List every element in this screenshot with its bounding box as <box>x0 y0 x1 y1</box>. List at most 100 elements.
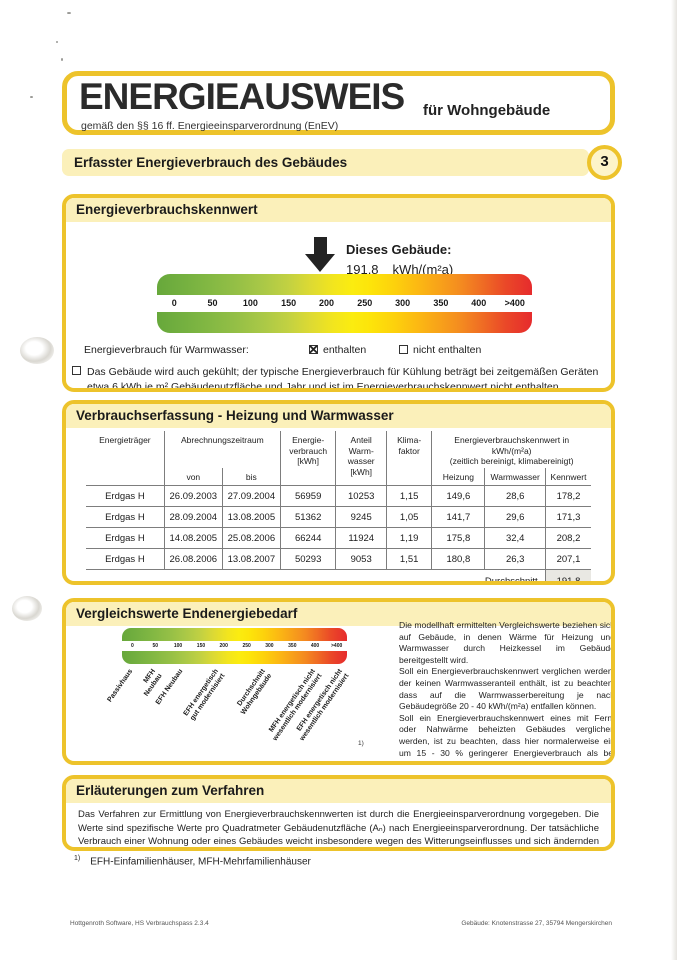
scale-tick-strip: 0 50 100 150 200 250 300 350 400 >400 <box>122 641 347 651</box>
comparison-note-text: Die modellhaft ermittelten Vergleichswer… <box>399 620 615 761</box>
scan-page-edge <box>671 0 677 960</box>
panel-erlaeuterungen: Erläuterungen zum Verfahren Das Verfahre… <box>62 775 615 851</box>
table-row: Erdgas H 28.09.2004 13.08.2005 51362 924… <box>86 506 591 528</box>
empty-cell <box>86 570 485 582</box>
footnote-marker: 1) <box>358 740 364 747</box>
scale-gradient-top <box>122 628 347 641</box>
col-abrechnungszeitraum: Abrechnungszeitraum <box>163 431 281 468</box>
cooling-row: Das Gebäude wird auch gekühlt; der typis… <box>72 365 611 392</box>
scale-tick: 150 <box>281 298 297 308</box>
cell-kennwert: 178,2 <box>544 485 591 507</box>
cell-traeger: Erdgas H <box>86 548 165 570</box>
cell-heizung: 149,6 <box>431 485 486 507</box>
cell-klima: 1,05 <box>385 506 433 528</box>
scale-tick: 300 <box>395 298 411 308</box>
cell-bis: 27.09.2004 <box>221 485 281 507</box>
cell-anteil: 10253 <box>335 485 387 507</box>
panel-verbrauchserfassung: Verbrauchserfassung - Heizung und Warmwa… <box>62 400 615 585</box>
comparison-label: Durchschnitt Wohngebäude <box>236 668 274 716</box>
cell-anteil: 9245 <box>335 506 387 528</box>
comparison-label: EFH energetisch gut modernisiert <box>182 668 227 722</box>
checkbox-checked-icon[interactable] <box>308 342 319 358</box>
scale-tick-strip: 0 50 100 150 200 250 300 350 400 >400 <box>157 295 532 312</box>
page-number-badge: 3 <box>587 145 622 180</box>
cooling-checkbox-icon[interactable] <box>72 366 81 375</box>
col-energieverbrauch: Energie- verbrauch [kWh] <box>279 431 337 486</box>
cell-heizung: 175,8 <box>431 527 486 549</box>
cell-kennwert: 208,2 <box>544 527 591 549</box>
certificate-title: ENERGIEAUSWEIS <box>79 76 405 117</box>
arrow-head <box>305 254 335 272</box>
building-unit: kWh/(m²a) <box>392 262 454 277</box>
title-box: ENERGIEAUSWEIS für Wohngebäude gemäß den… <box>62 71 615 135</box>
scale-tick: >400 <box>504 298 525 308</box>
building-value-line: 191,8 kWh/(m²a) <box>346 262 453 277</box>
col-energietraeger: Energieträger <box>86 431 165 486</box>
comparison-label: Passivhaus <box>106 668 135 704</box>
option-enthalten-label: enthalten <box>323 344 367 356</box>
scale-tick: 300 <box>265 643 274 649</box>
comparison-paragraph: Die modellhaft ermittelten Vergleichswer… <box>399 620 615 665</box>
cell-traeger: Erdgas H <box>86 485 165 507</box>
cell-bis: 13.08.2007 <box>221 548 281 570</box>
cell-klima: 1,19 <box>385 527 433 549</box>
cell-anteil: 9053 <box>335 548 387 570</box>
col-bis: bis <box>221 467 281 486</box>
comparison-labels: Passivhaus MFH Neubau EFH Neubau EFH ene… <box>107 666 351 761</box>
footnote: 1) EFH-Einfamilienhäuser, MFH-Mehrfamilie… <box>74 855 311 867</box>
checkbox-unchecked-icon[interactable] <box>399 345 408 354</box>
cell-bis: 25.08.2006 <box>221 527 281 549</box>
option-enthalten: enthalten <box>308 342 367 358</box>
scale-gradient-bottom <box>157 312 532 333</box>
cell-kennwert: 207,1 <box>544 548 591 570</box>
scan-speck <box>61 58 63 61</box>
arrow-stem <box>313 237 327 254</box>
cell-von: 26.08.2006 <box>163 548 223 570</box>
option-nicht-enthalten: nicht enthalten <box>399 344 481 356</box>
col-kennwert: Kennwert <box>544 467 591 486</box>
panel-heading: Vergleichswerte Endenergiebedarf <box>66 602 611 626</box>
footer-right: Gebäude: Knotenstrasse 27, 35794 Mengers… <box>461 920 612 927</box>
cooling-note: Das Gebäude wird auch gekühlt; der typis… <box>87 366 599 392</box>
col-warmwasser: Warmwasser <box>484 467 546 486</box>
section-band-title: Erfasster Energieverbrauch des Gebäudes <box>62 149 589 176</box>
page-footer: Gebäude: Knotenstrasse 27, 35794 Mengers… <box>70 920 612 927</box>
scan-speck <box>67 12 71 14</box>
cell-von: 26.09.2003 <box>163 485 223 507</box>
cell-verbrauch: 66244 <box>279 527 337 549</box>
scale-tick: 200 <box>318 298 335 308</box>
cell-bis: 13.08.2005 <box>221 506 281 528</box>
hole-punch-bottom <box>12 596 42 621</box>
scale-gradient-bottom <box>122 651 347 664</box>
cell-warmwasser: 26,3 <box>484 548 546 570</box>
scale-tick: 50 <box>152 643 159 649</box>
footnote-text: EFH-Einfamilienhäuser, MFH-Mehrfamilienh… <box>90 856 311 868</box>
building-value: 191,8 <box>346 262 379 277</box>
scale-tick: 200 <box>219 643 228 649</box>
hole-punch-top <box>20 337 54 364</box>
scan-speck <box>56 41 58 43</box>
col-von: von <box>164 467 223 486</box>
cell-warmwasser: 32,4 <box>484 527 546 549</box>
cell-warmwasser: 28,6 <box>484 485 546 507</box>
building-value-arrow-icon <box>305 237 335 272</box>
cell-traeger: Erdgas H <box>86 506 165 528</box>
scale-tick: 350 <box>433 298 449 308</box>
scale-tick: 400 <box>471 298 487 308</box>
panel-energieverbrauchskennwert: Energieverbrauchskennwert Dieses Gebäude… <box>62 194 615 392</box>
panel-heading: Energieverbrauchskennwert <box>66 198 611 222</box>
scale-tick: 150 <box>196 643 206 649</box>
average-value: 191,8 <box>544 569 591 581</box>
warmwasser-label: Energieverbrauch für Warmwasser: <box>84 344 249 356</box>
cell-heizung: 141,7 <box>431 506 486 528</box>
cell-anteil: 11924 <box>335 527 387 549</box>
table-row: Erdgas H 26.09.2003 27.09.2004 56959 102… <box>86 485 591 507</box>
explanation-text: Das Verfahren zur Ermittlung von Energie… <box>78 809 599 847</box>
cell-von: 14.08.2005 <box>163 527 223 549</box>
scale-gradient-top <box>157 274 532 295</box>
comparison-scale: 0 50 100 150 200 250 300 350 400 >400 <box>122 628 347 664</box>
cell-kennwert: 171,3 <box>544 506 591 528</box>
scan-speck <box>30 96 33 98</box>
col-anteil-warmwasser: Anteil Warm- wasser [kWh] <box>335 431 387 486</box>
